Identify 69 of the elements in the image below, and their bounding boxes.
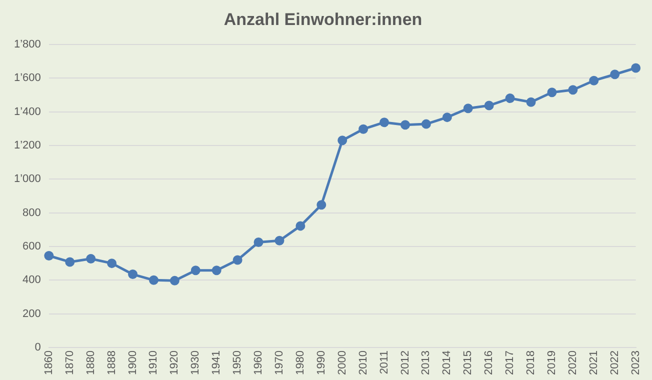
- x-tick-label: 2010: [357, 350, 370, 376]
- y-tick-label: 400: [22, 274, 41, 286]
- point: [296, 221, 306, 231]
- point: [526, 97, 536, 107]
- point: [65, 257, 75, 267]
- chart-title: Anzahl Einwohner:innen: [224, 10, 422, 29]
- point: [212, 266, 222, 276]
- point: [190, 266, 200, 276]
- point: [484, 100, 494, 110]
- y-tick-label: 1’800: [14, 38, 41, 50]
- point: [148, 275, 158, 285]
- x-tick-label: 2014: [441, 350, 454, 376]
- x-tick-label: 2021: [588, 350, 600, 376]
- point: [631, 63, 641, 73]
- x-tick-label: 2018: [525, 350, 538, 376]
- point: [589, 76, 599, 86]
- x-tick-label: 2020: [566, 350, 579, 376]
- x-tick-label: 2023: [630, 350, 642, 376]
- point: [86, 254, 96, 264]
- y-tick-label: 1’200: [14, 139, 41, 152]
- x-tick-label: 2016: [483, 350, 496, 376]
- x-tick-label: 2019: [546, 350, 558, 376]
- point: [358, 124, 368, 134]
- y-tick-label: 200: [22, 308, 41, 320]
- point: [232, 255, 242, 265]
- x-tick-label: 1920: [168, 350, 181, 376]
- x-tick-label: 2015: [462, 350, 474, 376]
- point: [170, 276, 180, 286]
- x-tick-label: 1860: [42, 350, 55, 376]
- point: [400, 120, 410, 130]
- y-tick-label: 1’000: [14, 173, 41, 186]
- x-tick-label: 2013: [420, 350, 432, 376]
- x-tick-label: 2000: [336, 350, 348, 376]
- y-tick-label: 600: [22, 240, 41, 253]
- x-tick-label: 1950: [232, 350, 244, 376]
- x-tick-label: 1888: [106, 350, 118, 376]
- x-tick-label: 1880: [84, 350, 97, 376]
- point: [274, 236, 284, 246]
- point: [505, 94, 515, 104]
- x-tick-label: 1910: [148, 350, 160, 376]
- x-tick-label: 1941: [210, 350, 223, 376]
- x-tick-label: 1930: [190, 350, 202, 376]
- point: [463, 104, 473, 114]
- point: [610, 70, 620, 80]
- point: [568, 85, 578, 95]
- x-tick-label: 1990: [315, 350, 328, 376]
- x-tick-label: 2017: [504, 350, 516, 376]
- point: [547, 88, 557, 98]
- x-tick-label: 1980: [294, 350, 306, 376]
- point: [128, 270, 138, 280]
- point: [107, 258, 117, 268]
- point: [316, 200, 326, 210]
- x-tick-label: 2012: [399, 350, 412, 376]
- x-tick-label: 1900: [126, 350, 139, 376]
- y-tick-label: 1’600: [14, 72, 41, 84]
- point: [442, 112, 452, 122]
- y-tick-label: 1’400: [14, 106, 41, 118]
- x-tick-label: 1970: [274, 350, 286, 376]
- point: [380, 118, 390, 128]
- point: [338, 136, 348, 146]
- x-tick-label: 1870: [64, 350, 76, 376]
- x-tick-label: 2011: [378, 350, 390, 374]
- point: [44, 251, 54, 260]
- x-tick-label: 1960: [252, 350, 265, 376]
- y-tick-label: 0: [34, 342, 41, 354]
- y-tick-label: 800: [22, 206, 41, 219]
- x-tick-label: 2022: [608, 350, 621, 376]
- point: [421, 119, 431, 129]
- point: [254, 238, 264, 248]
